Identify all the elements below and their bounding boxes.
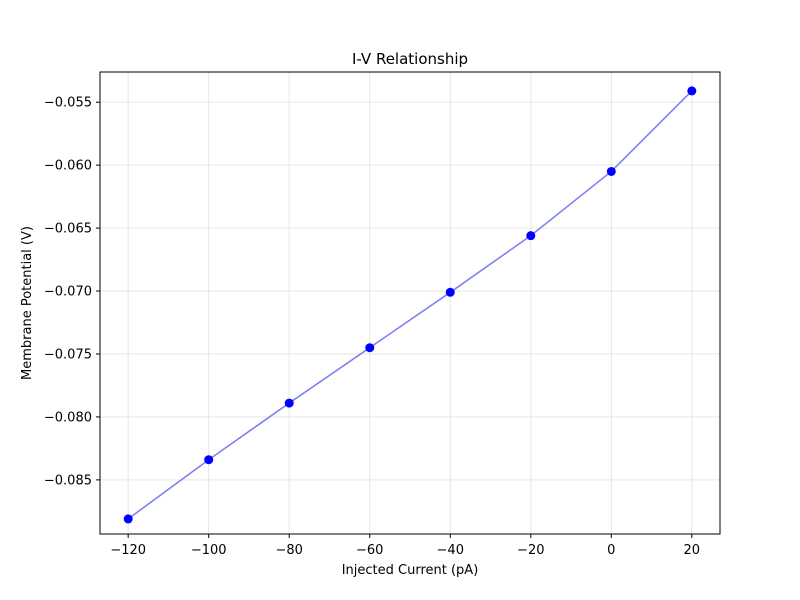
x-axis-ticks: −120 −100 −80 −60 −40 −20 0 20 [110, 534, 700, 558]
x-tick-label: 0 [607, 543, 615, 558]
x-tick-label: −80 [276, 543, 303, 558]
y-tick-label: −0.085 [44, 473, 92, 488]
x-tick-label: −20 [517, 543, 544, 558]
y-tick-label: −0.055 [44, 96, 92, 111]
x-tick-label: −120 [110, 543, 146, 558]
x-tick-label: −60 [356, 543, 383, 558]
series-layer [123, 86, 697, 524]
y-tick-label: −0.080 [44, 410, 92, 425]
y-tick-label: −0.060 [44, 159, 92, 174]
x-tick-label: −100 [191, 543, 227, 558]
data-point [123, 514, 133, 524]
data-point [687, 86, 697, 96]
data-point [606, 166, 616, 176]
y-tick-label: −0.065 [44, 222, 92, 237]
data-point [365, 343, 375, 353]
data-point [204, 455, 214, 465]
y-tick-label: −0.075 [44, 347, 92, 362]
plot-frame [99, 71, 721, 535]
data-point [284, 398, 294, 408]
y-axis-ticks: −0.085 −0.080 −0.075 −0.070 −0.065 −0.060 −0.0… [44, 96, 100, 488]
series-line [127, 90, 693, 520]
y-axis-label: Membrane Potential (V) [20, 226, 35, 380]
y-tick-label: −0.070 [44, 285, 92, 300]
data-point [445, 287, 455, 297]
x-tick-label: −40 [437, 543, 464, 558]
x-axis-label: Injected Current (pA) [342, 563, 479, 578]
chart-title: I-V Relationship [352, 50, 468, 68]
data-point [526, 231, 536, 241]
x-tick-label: 20 [684, 543, 701, 558]
